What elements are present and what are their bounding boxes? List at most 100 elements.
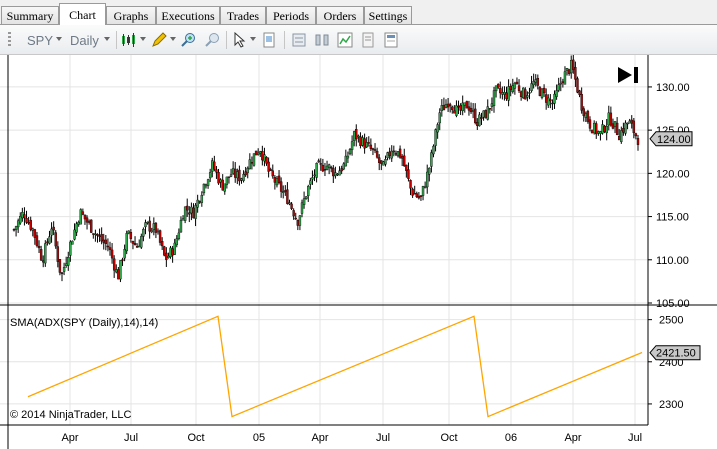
candle-body (505, 92, 508, 99)
chevron-down-icon[interactable] (250, 37, 256, 41)
candle-body (119, 260, 122, 280)
zoom-in-icon[interactable] (180, 32, 196, 48)
candle-body (307, 186, 310, 197)
chevron-down-icon[interactable] (56, 37, 62, 41)
candle-body (415, 193, 418, 198)
tab-chart[interactable]: Chart (59, 3, 106, 25)
candle-body (27, 221, 30, 224)
candle-body (517, 85, 521, 91)
candle-body (79, 209, 82, 225)
candle-body (396, 151, 400, 157)
candle-body (33, 229, 37, 238)
candle-body (300, 202, 304, 214)
candle-body (534, 79, 537, 83)
chart-properties-icon[interactable] (383, 32, 399, 48)
candle-body (271, 170, 274, 177)
candle-body (567, 69, 571, 74)
candle-body (570, 60, 573, 74)
candle-body (440, 105, 444, 111)
tab-trades[interactable]: Trades (220, 6, 266, 24)
candle-body (29, 219, 32, 230)
candle-body (382, 161, 385, 166)
candle-body (465, 101, 469, 109)
candle-body (25, 218, 28, 223)
candle-body (92, 233, 95, 235)
bar-spacing-icon[interactable] (314, 32, 330, 48)
strategies-icon[interactable] (360, 32, 376, 48)
candle-body (484, 110, 487, 119)
tab-periods[interactable]: Periods (266, 6, 316, 24)
drawing-pencil-icon[interactable] (151, 32, 167, 48)
candle-body (221, 179, 224, 191)
tab-graphs[interactable]: Graphs (106, 6, 156, 24)
candle-body (288, 202, 291, 205)
candle-body (69, 241, 72, 256)
candle-body (71, 240, 74, 245)
toolbar-grip[interactable] (8, 32, 11, 48)
candle-body (622, 128, 625, 133)
candle-body (165, 252, 168, 260)
tab-settings[interactable]: Settings (364, 6, 412, 24)
candle-body (39, 249, 43, 261)
candle-body (208, 172, 212, 179)
chart-style-candlestick-icon[interactable] (121, 32, 137, 48)
chevron-down-icon[interactable] (140, 37, 146, 41)
candle-body (588, 119, 592, 129)
candle-body (574, 67, 577, 80)
candle-body (590, 129, 594, 134)
cursor-pointer-icon[interactable] (232, 32, 248, 48)
chart-area[interactable]: Apr Jul Oct 05 Apr Jul Oct 06 Apr Jul 130.00 125.00… (0, 55, 717, 449)
candle-body (371, 148, 375, 150)
candle-body (451, 106, 454, 110)
candle-body (632, 120, 636, 134)
candle-body (378, 157, 381, 163)
candle-body (54, 232, 57, 247)
candle-body (188, 212, 191, 215)
candle-body (330, 167, 333, 169)
tab-orders[interactable]: Orders (316, 6, 364, 24)
candle-body (85, 217, 89, 223)
candle-body (613, 121, 617, 127)
candle-body (252, 153, 256, 166)
candle-body (259, 151, 262, 154)
scroll-to-end-icon[interactable] (618, 67, 632, 83)
chart-canvas[interactable]: Apr Jul Oct 05 Apr Jul Oct 06 Apr Jul 130.00 125.00… (0, 55, 717, 449)
candle-body (156, 230, 160, 233)
candle-body (492, 90, 496, 107)
candle-body (480, 117, 483, 119)
tab-summary[interactable]: Summary (1, 6, 59, 24)
candle-body (175, 238, 178, 246)
candle-body (448, 104, 452, 106)
chevron-down-icon[interactable] (104, 37, 110, 41)
candle-body (248, 159, 252, 170)
properties-page-icon[interactable] (261, 32, 277, 48)
candle-body (636, 138, 640, 145)
candle-body (605, 126, 608, 134)
indicators-icon[interactable] (337, 32, 353, 48)
candle-body (367, 142, 370, 144)
candle-body (12, 229, 16, 231)
candle-body (67, 257, 70, 266)
chevron-down-icon[interactable] (170, 37, 176, 41)
tab-executions[interactable]: Executions (156, 6, 220, 24)
candle-body (507, 86, 510, 101)
candle-body (302, 198, 306, 205)
candle-body (110, 249, 114, 259)
candle-body (515, 81, 519, 85)
candle-body (254, 150, 258, 156)
candle-body (273, 177, 277, 183)
candle-body (407, 169, 410, 179)
candle-body (444, 104, 448, 108)
candle-body (87, 221, 91, 223)
candle-body (430, 152, 433, 167)
candle-body (104, 239, 108, 244)
toolbar-separator (284, 31, 285, 49)
data-box-icon[interactable] (291, 32, 307, 48)
interval-selector[interactable]: Daily (70, 33, 99, 48)
candle-body (240, 178, 243, 181)
zoom-out-icon[interactable] (204, 32, 220, 48)
instrument-selector[interactable]: SPY (27, 33, 54, 48)
last-indicator-marker (649, 345, 701, 361)
candle-body (317, 160, 320, 163)
candle-body (154, 222, 158, 233)
